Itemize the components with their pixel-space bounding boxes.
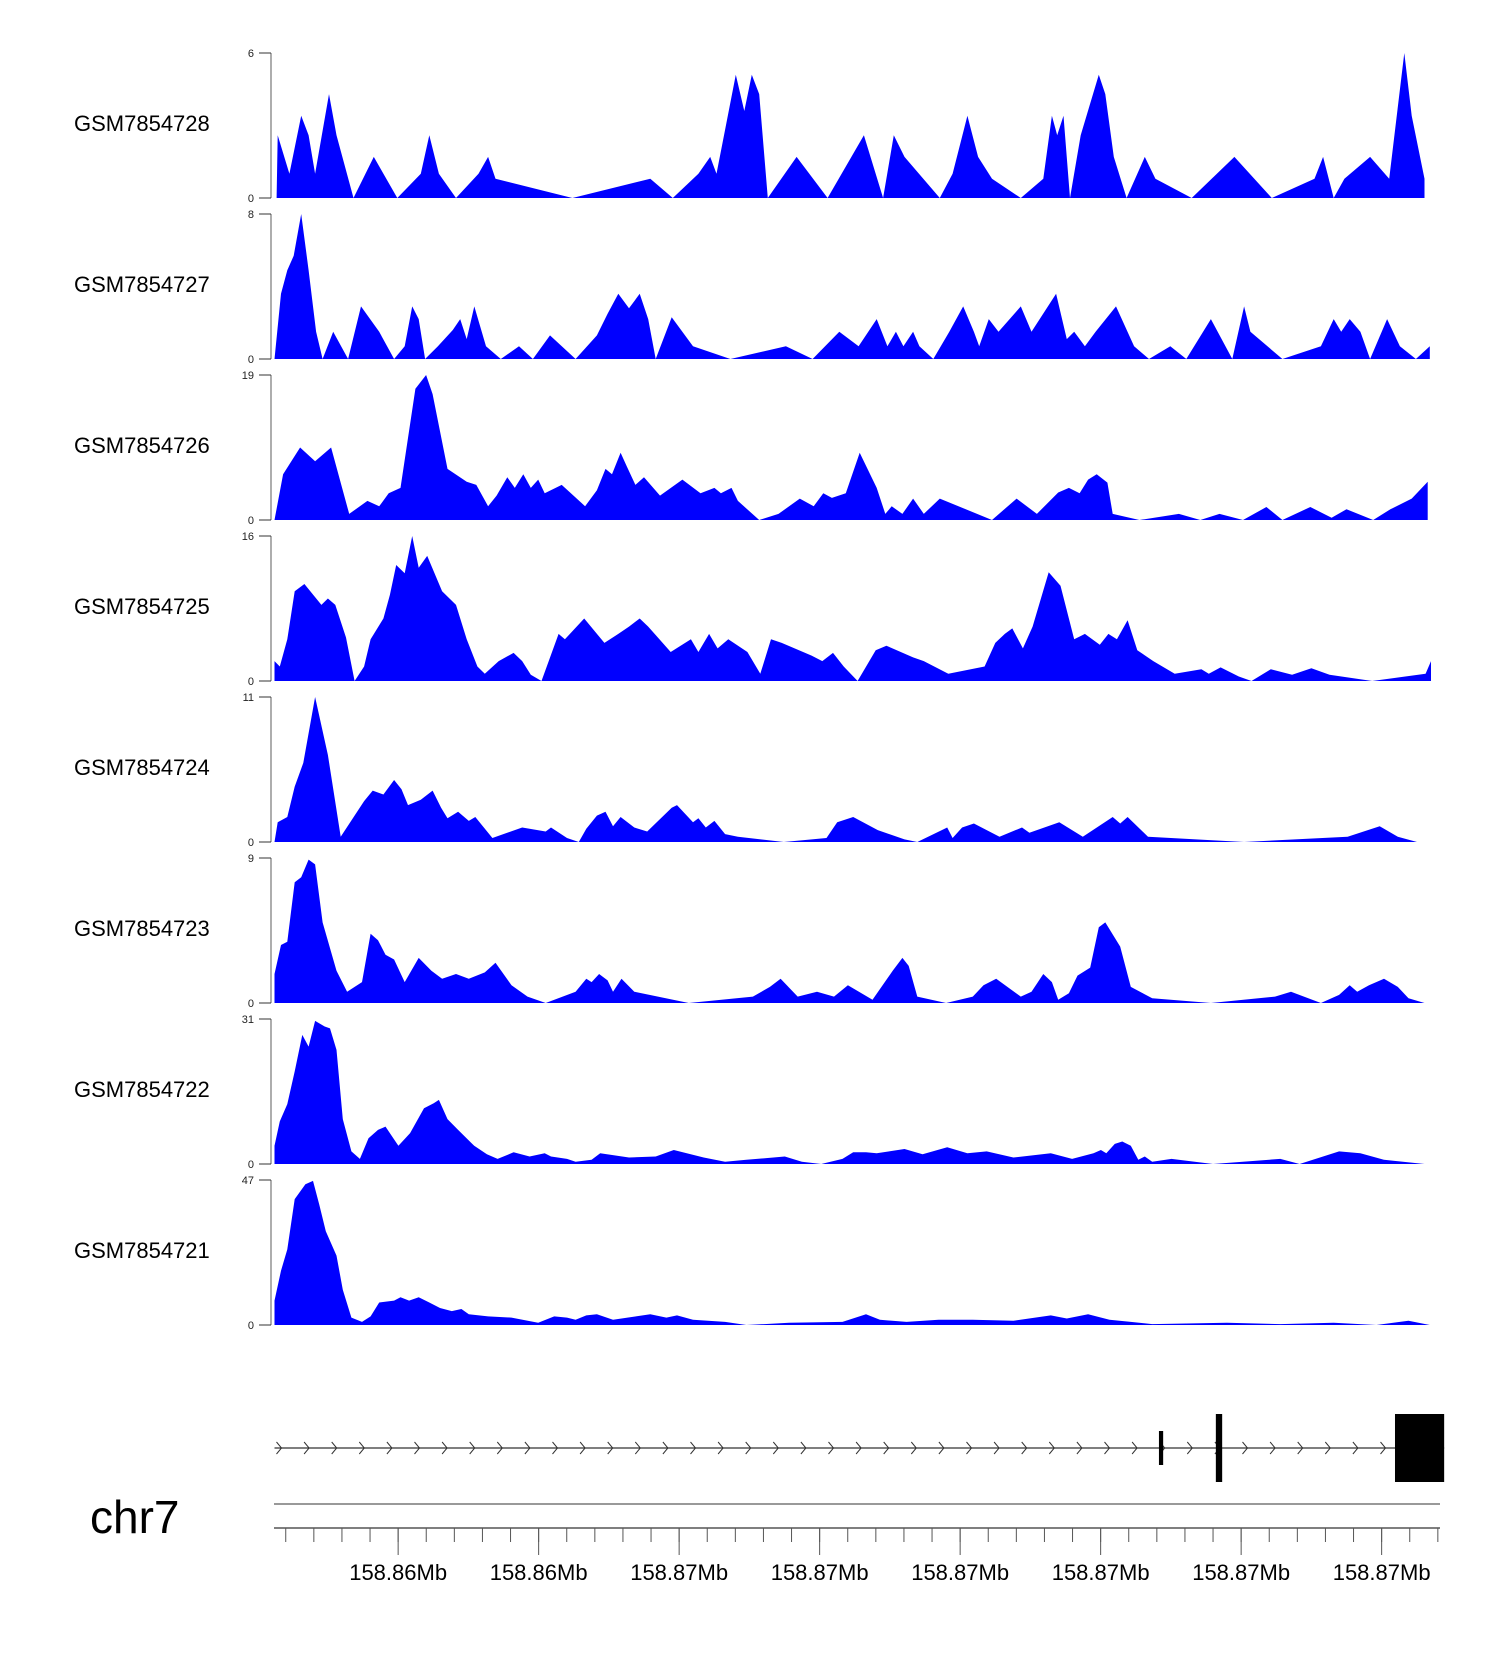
strand-arrow-icon: [938, 1441, 945, 1455]
y-tick-label-zero: 0: [248, 193, 254, 205]
track-label: GSM7854725: [74, 594, 210, 619]
track-GSM7854727: 8 0 GSM7854727: [74, 209, 1430, 366]
strand-arrow-icon: [1048, 1441, 1055, 1455]
track-GSM7854722: 31 0 GSM7854722: [74, 1014, 1425, 1171]
track-label: GSM7854727: [74, 272, 210, 297]
strand-arrow-icon: [303, 1441, 310, 1455]
strand-arrow-icon: [496, 1441, 503, 1455]
exon: [1158, 1431, 1164, 1465]
y-tick-label-max: 6: [248, 48, 254, 60]
strand-arrow-icon: [579, 1441, 586, 1455]
y-tick-label-zero: 0: [248, 1320, 254, 1332]
strand-arrow-icon: [662, 1441, 669, 1455]
track-GSM7854721: 47 0 GSM7854721: [74, 1175, 1430, 1332]
strand-arrow-icon: [1297, 1441, 1304, 1455]
track-label: GSM7854722: [74, 1077, 210, 1102]
coverage-area: [274, 1020, 1425, 1164]
chromosome-label: chr7: [90, 1491, 179, 1543]
track-label: GSM7854726: [74, 433, 210, 458]
strand-arrow-icon: [1104, 1441, 1111, 1455]
strand-arrow-icon: [1269, 1441, 1276, 1455]
strand-arrow-icon: [910, 1441, 917, 1455]
strand-arrow-icon: [1076, 1441, 1083, 1455]
x-tick-label: 158.86Mb: [349, 1560, 447, 1585]
y-tick-label-max: 19: [242, 370, 254, 382]
track-GSM7854726: 19 0 GSM7854726: [74, 370, 1428, 527]
x-tick-label: 158.87Mb: [1052, 1560, 1150, 1585]
strand-arrow-icon: [276, 1441, 283, 1455]
strand-arrow-icon: [1131, 1441, 1138, 1455]
strand-arrow-icon: [745, 1441, 752, 1455]
x-tick-label: 158.87Mb: [1333, 1560, 1431, 1585]
strand-arrow-icon: [1324, 1441, 1331, 1455]
strand-arrow-icon: [690, 1441, 697, 1455]
strand-arrow-icon: [469, 1441, 476, 1455]
strand-arrow-icon: [441, 1441, 448, 1455]
strand-arrow-icon: [993, 1441, 1000, 1455]
x-tick-label: 158.87Mb: [630, 1560, 728, 1585]
y-tick-label-zero: 0: [248, 998, 254, 1010]
strand-arrow-icon: [800, 1441, 807, 1455]
coverage-area: [274, 859, 1425, 1003]
x-tick-label: 158.87Mb: [1192, 1560, 1290, 1585]
strand-arrow-icon: [1352, 1441, 1359, 1455]
strand-arrow-icon: [331, 1441, 338, 1455]
track-label: GSM7854723: [74, 916, 210, 941]
coverage-area: [274, 1180, 1430, 1325]
strand-arrow-icon: [1021, 1441, 1028, 1455]
strand-arrow-icon: [552, 1441, 559, 1455]
x-tick-label: 158.87Mb: [911, 1560, 1009, 1585]
track-GSM7854723: 9 0 GSM7854723: [74, 853, 1425, 1010]
strand-arrow-icon: [855, 1441, 862, 1455]
strand-arrow-icon: [883, 1441, 890, 1455]
y-tick-label-max: 9: [248, 853, 254, 865]
y-tick-label-max: 47: [242, 1175, 254, 1187]
strand-arrow-icon: [1380, 1441, 1387, 1455]
gene-track: [274, 1414, 1445, 1482]
y-tick-label-max: 31: [242, 1014, 254, 1026]
genome-axis: chr7 158.86Mb 158.86Mb 158.87Mb 158.87Mb 158.…: [90, 1491, 1440, 1585]
y-tick-label-max: 11: [243, 692, 254, 704]
strand-arrow-icon: [717, 1441, 724, 1455]
y-tick-label-max: 8: [248, 209, 254, 221]
strand-arrow-icon: [358, 1441, 365, 1455]
strand-arrow-icon: [828, 1441, 835, 1455]
track-label: GSM7854721: [74, 1238, 210, 1263]
y-tick-label-max: 16: [242, 531, 254, 543]
coverage-area: [276, 53, 1425, 198]
y-tick-label-zero: 0: [248, 837, 254, 849]
y-tick-label-zero: 0: [248, 515, 254, 527]
y-tick-label-zero: 0: [248, 1159, 254, 1171]
track-label: GSM7854728: [74, 111, 210, 136]
strand-arrow-icon: [524, 1441, 531, 1455]
coverage-area: [274, 536, 1431, 681]
exon: [1394, 1414, 1445, 1482]
strand-arrow-icon: [966, 1441, 973, 1455]
strand-arrow-icon: [772, 1441, 779, 1455]
exon: [1215, 1414, 1223, 1482]
strand-arrow-icon: [386, 1441, 393, 1455]
x-tick-label: 158.87Mb: [771, 1560, 869, 1585]
track-label: GSM7854724: [74, 755, 210, 780]
strand-arrow-icon: [634, 1441, 641, 1455]
coverage-area: [274, 697, 1417, 842]
strand-arrow-icon: [414, 1441, 421, 1455]
track-GSM7854724: 11 0 GSM7854724: [74, 692, 1417, 849]
coverage-area: [274, 375, 1428, 520]
track-GSM7854725: 16 0 GSM7854725: [74, 531, 1431, 688]
x-tick-label: 158.86Mb: [490, 1560, 588, 1585]
y-tick-label-zero: 0: [248, 354, 254, 366]
strand-arrow-icon: [607, 1441, 614, 1455]
y-tick-label-zero: 0: [248, 676, 254, 688]
coverage-area: [274, 214, 1430, 359]
strand-arrow-icon: [1186, 1441, 1193, 1455]
strand-arrow-icon: [1242, 1441, 1249, 1455]
track-GSM7854728: 6 0 GSM7854728: [74, 48, 1425, 205]
